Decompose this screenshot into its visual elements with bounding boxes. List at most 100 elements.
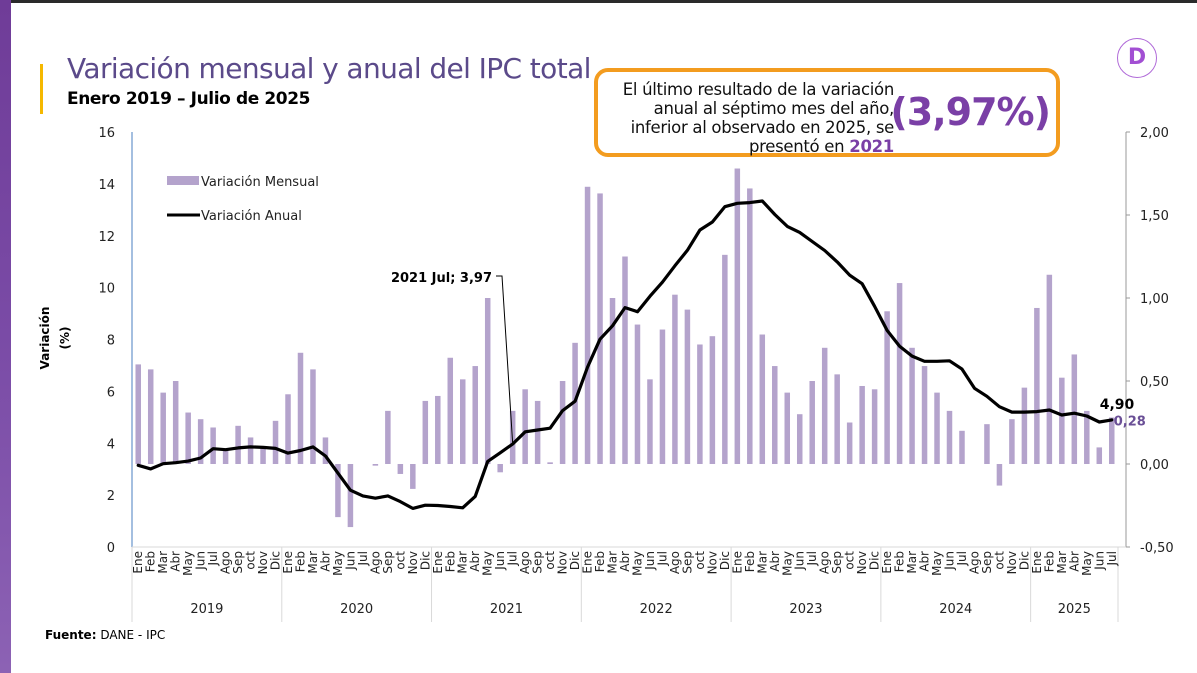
bar-monthly [647, 379, 653, 464]
x-month-label: Jun [793, 551, 807, 571]
callout-value: (3,97%) [890, 90, 1051, 134]
x-month-label: Nov [256, 551, 270, 574]
bar-monthly [534, 400, 541, 464]
left-tick-label: 0 [107, 541, 115, 556]
bar-monthly [459, 379, 466, 464]
bar-monthly [322, 437, 329, 464]
bar-monthly [747, 188, 753, 464]
x-month-label: Jul [805, 551, 819, 566]
bar-monthly [397, 464, 404, 474]
x-month-label: Ago [818, 551, 832, 574]
bar-monthly [871, 389, 878, 464]
bar-monthly [984, 424, 990, 464]
x-month-label: Feb [593, 551, 607, 572]
d-logo-icon: D [1127, 45, 1147, 70]
bar-monthly [435, 395, 441, 464]
x-month-label: Jun [943, 551, 957, 571]
x-month-label: Sep [531, 551, 545, 574]
x-month-label: Mar [306, 551, 320, 574]
bar-monthly [709, 336, 716, 464]
x-month-label: Jun [1092, 551, 1106, 571]
annual-line [136, 199, 1114, 510]
x-month-label: Feb [1042, 551, 1056, 572]
bar-monthly [447, 357, 454, 464]
bar-monthly [222, 449, 229, 464]
x-month-label: Dic [269, 551, 283, 570]
line-annual [136, 199, 1114, 510]
x-month-label: Ene [281, 551, 295, 574]
bar-monthly [559, 381, 566, 464]
x-month-label: oct [543, 551, 557, 570]
bar-monthly [347, 464, 354, 528]
bar-monthly [1034, 307, 1040, 464]
bar-monthly [622, 256, 628, 464]
bar-monthly [846, 422, 853, 464]
right-tick-label: 2,00 [1140, 126, 1169, 141]
bar-monthly [609, 298, 616, 464]
x-month-label: Dic [418, 551, 432, 570]
x-month-label: Ene [880, 551, 894, 574]
axes [131, 131, 1130, 622]
x-month-label: May [780, 551, 794, 576]
bar-monthly [260, 447, 266, 464]
bar-monthly [297, 352, 304, 464]
bar-monthly [335, 464, 341, 518]
bar-monthly [172, 381, 179, 464]
x-month-label: May [631, 551, 645, 576]
x-month-label: oct [244, 551, 258, 570]
bar-monthly [135, 364, 141, 464]
title-accent-bar [40, 64, 43, 114]
x-month-label: Ene [581, 551, 595, 574]
x-month-label: May [331, 551, 345, 576]
legend-label-annual: Variación Anual [201, 209, 302, 224]
chart-subtitle: Enero 2019 – Julio de 2025 [67, 89, 311, 109]
x-month-label: Feb [893, 551, 907, 572]
source-note: Fuente: DANE - IPC [45, 628, 165, 642]
x-month-label: Nov [406, 551, 420, 574]
callout-line: inferior al observado en 2025, se [630, 118, 895, 137]
bar-monthly [722, 254, 728, 464]
x-month-label: Mar [755, 551, 769, 574]
bar-monthly [247, 437, 254, 464]
x-month-label: Abr [768, 551, 782, 572]
bar-monthly [1046, 274, 1053, 464]
bar-monthly [821, 347, 828, 464]
bar-monthly [659, 329, 666, 464]
bar-monthly [934, 392, 940, 464]
callout-line: presentó en 2021 [594, 137, 894, 156]
bar-monthly [1009, 419, 1015, 464]
x-month-label: Ago [368, 551, 382, 574]
bar-monthly [759, 334, 766, 464]
x-month-label: May [481, 551, 495, 576]
bar-monthly [809, 381, 815, 464]
bar-monthly [385, 410, 391, 464]
x-month-label: Feb [144, 551, 158, 572]
legend-swatch-monthly [167, 176, 199, 185]
bar-monthly [834, 374, 840, 464]
x-month-label: May [930, 551, 944, 576]
x-month-label: May [181, 551, 195, 576]
bar-monthly [921, 366, 928, 464]
callout-line: El último resultado de la variación [622, 80, 895, 99]
x-month-label: Mar [156, 551, 170, 574]
callout-year: 2021 [849, 137, 894, 156]
source-label: Fuente: [45, 628, 97, 642]
x-month-label: oct [992, 551, 1006, 570]
right-tick-label: 1,00 [1140, 292, 1169, 307]
x-month-label: Abr [319, 551, 333, 572]
x-month-label: Jul [206, 551, 220, 566]
callout-text: El último resultado de la variación anua… [594, 80, 895, 156]
x-month-label: Dic [568, 551, 582, 570]
bar-monthly [884, 311, 890, 464]
left-tick-label: 8 [107, 334, 115, 349]
bar-monthly [672, 294, 678, 464]
annotation-leader-line [496, 275, 514, 445]
bar-monthly [372, 464, 379, 466]
callout-line: anual al séptimo mes del año, [653, 99, 895, 118]
right-tick-label: 1,50 [1140, 209, 1169, 224]
bar-monthly [859, 385, 865, 464]
axis-labels: 0 2 4 6 8 10 12 14 16 -0,50 0,00 0,50 1,00 1,50 2,00 Va… [38, 126, 1174, 617]
x-month-label: Nov [1005, 551, 1019, 574]
x-month-label: Sep [980, 551, 994, 574]
bar-monthly [1084, 410, 1090, 464]
